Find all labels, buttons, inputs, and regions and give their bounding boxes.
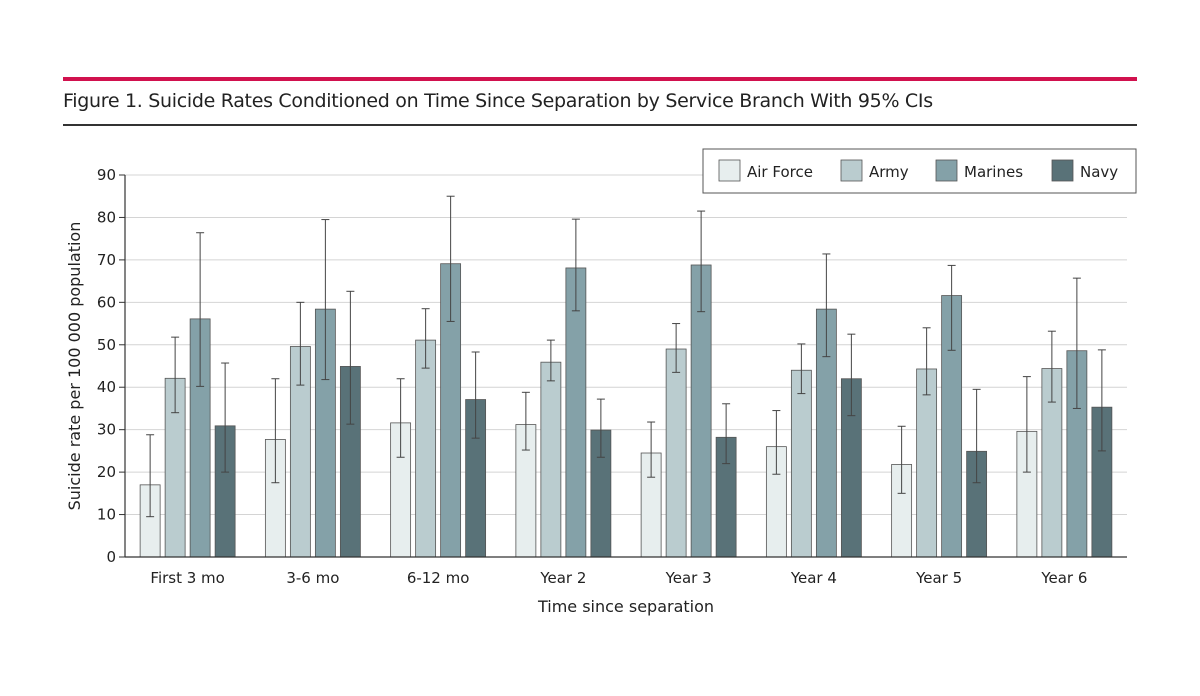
y-axis-ticks: 0 10 20 30 40 50 60 70 80 90 (97, 166, 125, 566)
legend-swatch (718, 159, 741, 182)
legend-swatch (840, 159, 863, 182)
x-tick-label: Year 6 (1040, 569, 1087, 587)
bar (415, 339, 437, 558)
x-tick-label: 3-6 mo (286, 569, 339, 587)
y-tick-label: 60 (97, 293, 116, 311)
y-tick-label: 50 (97, 336, 116, 354)
legend-label: Army (869, 163, 909, 181)
x-axis-ticks: First 3 mo 3-6 mo 6-12 mo Year 2 Year 3 Year … (150, 569, 1087, 587)
x-tick-label: 6-12 mo (407, 569, 470, 587)
legend-label: Navy (1080, 163, 1118, 181)
y-tick-label: 30 (97, 421, 116, 439)
legend-label: Marines (964, 163, 1023, 181)
accent-rule (63, 77, 1137, 81)
bar (916, 368, 938, 558)
y-tick-label: 10 (97, 506, 116, 524)
x-tick-label: Year 3 (665, 569, 712, 587)
bars (139, 263, 1113, 558)
bar (540, 361, 562, 558)
legend: Air Force Army Marines Navy (702, 148, 1137, 194)
bar (790, 369, 812, 558)
axes (124, 175, 1127, 558)
y-tick-label: 70 (97, 251, 116, 269)
bar (665, 348, 687, 558)
y-tick-label: 0 (106, 548, 116, 566)
legend-swatch (935, 159, 958, 182)
title-rule (63, 124, 1137, 126)
y-tick-label: 90 (97, 166, 116, 184)
x-tick-label: Year 5 (915, 569, 962, 587)
y-tick-label: 40 (97, 378, 116, 396)
x-axis-title: Time since separation (537, 597, 714, 616)
legend-box (702, 148, 1137, 194)
x-tick-label: First 3 mo (150, 569, 224, 587)
legend-label: Air Force (747, 163, 813, 181)
figure-title: Figure 1. Suicide Rates Conditioned on T… (63, 90, 933, 112)
error-bars (146, 195, 1106, 518)
y-tick-label: 20 (97, 463, 116, 481)
x-tick-label: Year 4 (790, 569, 837, 587)
x-tick-label: Year 2 (539, 569, 586, 587)
y-tick-label: 80 (97, 208, 116, 226)
y-axis-title: Suicide rate per 100 000 population (65, 222, 84, 511)
legend-swatch (1051, 159, 1074, 182)
